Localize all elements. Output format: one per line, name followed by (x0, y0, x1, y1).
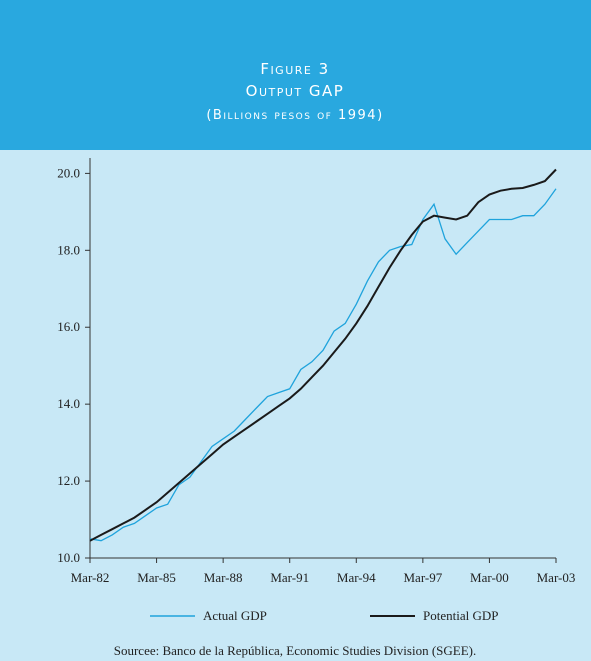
chart-title: Figure 3 (260, 60, 329, 78)
legend-label: Actual GDP (203, 608, 267, 623)
y-tick-label: 10.0 (57, 550, 80, 565)
x-tick-label: Mar-94 (337, 570, 376, 585)
chart-subtitle: Output GAP (246, 82, 345, 100)
y-tick-label: 18.0 (57, 242, 80, 257)
x-tick-label: Mar-03 (537, 570, 576, 585)
series-line (89, 188, 557, 542)
x-tick-label: Mar-85 (137, 570, 176, 585)
header-band (0, 0, 591, 150)
y-tick-label: 12.0 (57, 473, 80, 488)
x-tick-label: Mar-97 (403, 570, 442, 585)
x-tick-label: Mar-91 (270, 570, 309, 585)
series-line (89, 168, 557, 542)
x-tick-label: Mar-88 (204, 570, 243, 585)
unit-note: (Billions pesos of 1994) (206, 108, 383, 123)
y-tick-label: 16.0 (57, 319, 80, 334)
x-tick-label: Mar-82 (71, 570, 110, 585)
y-tick-label: 14.0 (57, 396, 80, 411)
source-note: Sourcee: Banco de la República, Economic… (114, 643, 476, 658)
x-tick-label: Mar-00 (470, 570, 509, 585)
y-tick-label: 20.0 (57, 165, 80, 180)
legend-label: Potential GDP (423, 608, 498, 623)
chart-background (0, 150, 591, 661)
